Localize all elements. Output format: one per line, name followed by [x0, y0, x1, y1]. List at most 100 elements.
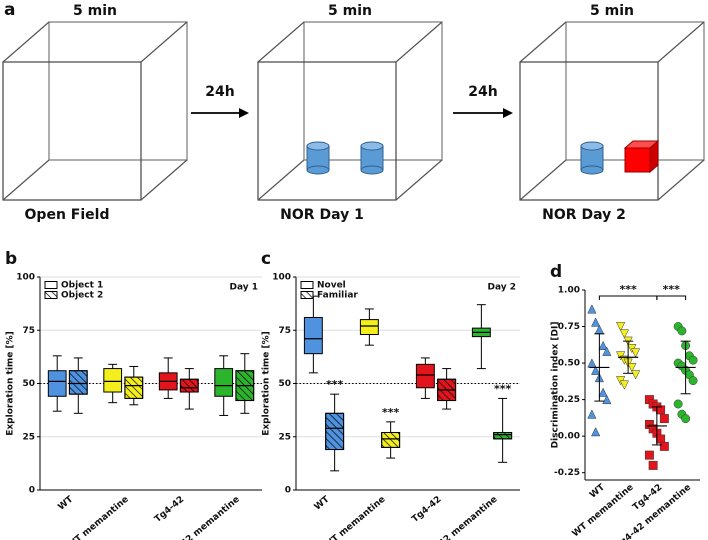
legend-label: Novel	[317, 281, 346, 291]
interval-label: 24h	[205, 84, 234, 100]
y-tick-label: 0.75	[558, 322, 580, 332]
panel-letter: c	[261, 249, 271, 269]
annotation: ***	[494, 382, 512, 395]
point	[659, 414, 669, 424]
point	[591, 365, 601, 375]
point	[591, 427, 601, 437]
chart-title: Day 1	[229, 283, 258, 293]
significance-bracket	[598, 295, 658, 300]
annotation: ***	[619, 283, 637, 296]
x-tick-label: Tg4-42	[153, 495, 186, 525]
cube-back	[565, 21, 705, 161]
legend-swatch	[300, 281, 314, 289]
y-axis-label: Discrimination index [DI]	[551, 322, 561, 449]
annotation: ***	[663, 283, 681, 296]
point	[587, 358, 597, 368]
cube-front	[2, 61, 142, 201]
cylinder-top	[360, 141, 384, 151]
stage-label: NOR Day 2	[542, 207, 626, 223]
y-axis-label: Exploration time [%]	[262, 331, 272, 436]
significance-bracket	[656, 295, 687, 300]
x-tick-label: WT memantine	[323, 495, 388, 540]
cube-edge	[140, 21, 188, 63]
cube-back	[48, 21, 188, 161]
box	[214, 368, 234, 397]
legend-label: Familiar	[317, 291, 358, 301]
cylinder-top	[580, 141, 604, 151]
cylinder-top	[306, 141, 330, 151]
chart-title: Day 2	[487, 283, 516, 293]
box-hatch	[381, 431, 401, 448]
cube-edge	[257, 21, 305, 63]
y-tick-label: 100	[16, 273, 35, 283]
cube-front	[257, 61, 397, 201]
y-axis-label: Exploration time [%]	[6, 331, 16, 436]
y-tick-label: 25	[278, 432, 291, 442]
y-tick-label: 0.25	[558, 395, 580, 405]
cube-object	[624, 147, 651, 173]
point	[598, 340, 608, 350]
cube-edge	[657, 159, 705, 201]
box-hatch	[124, 376, 144, 399]
point	[602, 394, 612, 405]
cube-object-side	[649, 139, 659, 174]
point	[630, 370, 641, 380]
box-hatch	[68, 370, 88, 395]
x-tick-label: WT	[57, 494, 76, 513]
y-tick-label: 50	[278, 379, 291, 389]
point	[619, 380, 629, 390]
cylinder-bottom	[580, 165, 604, 175]
y-tick-label: -0.25	[554, 468, 580, 478]
cylinder-bottom	[306, 165, 330, 175]
cube-edge	[2, 159, 50, 201]
stage-duration: 5 min	[590, 3, 634, 19]
box	[47, 370, 67, 397]
x-tick-label: Tg4-42	[410, 495, 443, 525]
box	[103, 368, 123, 393]
point	[648, 460, 658, 470]
cube-edge	[257, 159, 305, 201]
y-tick-label: 75	[22, 326, 35, 336]
box-hatch	[179, 378, 199, 393]
point	[587, 409, 597, 419]
point	[681, 414, 691, 424]
point	[630, 348, 641, 358]
legend-label: Object 2	[61, 291, 103, 301]
box-hatch	[325, 412, 345, 451]
legend-label: Object 1	[61, 281, 103, 291]
stage-duration: 5 min	[73, 3, 117, 19]
cube-edge	[395, 159, 443, 201]
cube-edge	[140, 159, 188, 201]
point	[587, 304, 597, 314]
cube-front	[519, 61, 659, 201]
interval-label: 24h	[468, 84, 497, 100]
box	[359, 319, 379, 336]
cube-edge	[519, 159, 567, 201]
y-tick-label: 0.00	[558, 432, 580, 442]
stage-label: Open Field	[25, 207, 110, 223]
cube-edge	[519, 21, 567, 63]
x-tick-label: WT memantine	[66, 495, 131, 540]
box-hatch	[493, 431, 513, 440]
point	[591, 317, 601, 327]
cube-edge	[657, 21, 705, 63]
y-tick-label: 0	[285, 486, 291, 496]
panel-letter: a	[4, 0, 15, 20]
y-tick-label: 25	[22, 432, 35, 442]
point	[677, 326, 687, 336]
point	[616, 322, 626, 332]
y-tick-label: 1.00	[558, 286, 580, 296]
point	[688, 355, 698, 365]
annotation: ***	[382, 406, 400, 419]
point	[598, 387, 608, 397]
y-tick-label: 100	[272, 273, 291, 283]
panel-letter: d	[550, 262, 562, 282]
y-tick-label: 0	[29, 486, 35, 496]
point	[688, 376, 698, 386]
point	[673, 399, 683, 409]
x-tick-label: WT	[313, 494, 332, 513]
cube-edge	[395, 21, 443, 63]
cylinder-bottom	[360, 165, 384, 175]
box	[415, 363, 435, 389]
